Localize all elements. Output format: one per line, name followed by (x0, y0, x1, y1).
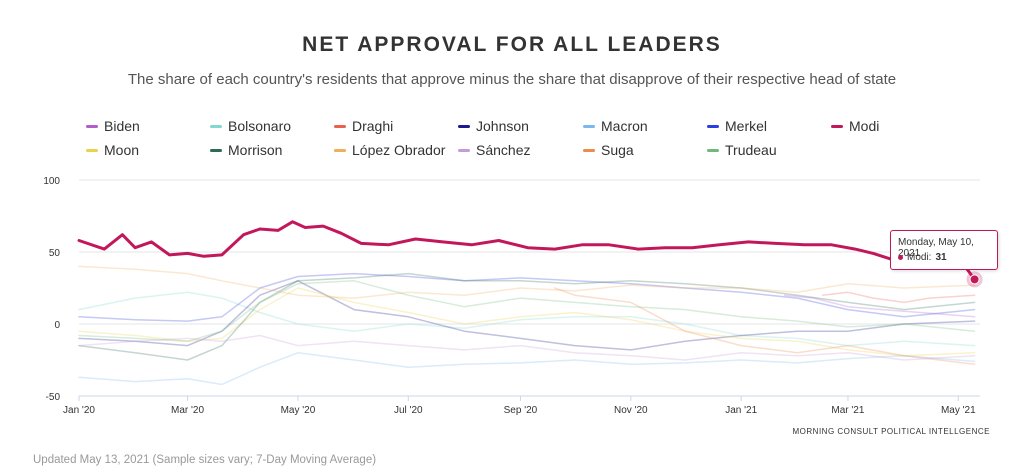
legend-label: López Obrador (352, 142, 446, 158)
legend-item-macron[interactable]: Macron (583, 118, 648, 134)
y-tick-label: 0 (54, 320, 60, 331)
x-tick-label: Jan '20 (63, 405, 95, 416)
update-note: Updated May 13, 2021 (Sample sizes vary;… (33, 454, 377, 466)
hover-point (969, 274, 980, 285)
x-tick-label: Mar '21 (831, 405, 864, 416)
series-line-draghi (821, 291, 976, 304)
legend-swatch (831, 124, 843, 128)
legend-label: Macron (601, 118, 648, 134)
legend-item-bolsonaro[interactable]: Bolsonaro (210, 118, 291, 134)
legend-swatch (334, 124, 346, 128)
x-tick-label: Sep '20 (504, 405, 538, 416)
legend-label: Modi (849, 118, 880, 134)
chart-subtitle: The share of each country's residents th… (127, 71, 897, 88)
legend-item-moon[interactable]: Moon (86, 142, 139, 158)
series-line-l-pez-obrador (78, 265, 976, 299)
legend-label: Biden (104, 118, 140, 134)
legend-item-merkel[interactable]: Merkel (707, 118, 767, 134)
tooltip-date: Monday, May 10, 2021 (898, 237, 974, 259)
tooltip-series-label: Modi: (907, 252, 932, 263)
legend-item-johnson[interactable]: Johnson (458, 118, 529, 134)
series-line-biden (783, 294, 976, 318)
legend-label: Sánchez (476, 142, 531, 158)
tooltip-series-dot (898, 255, 903, 260)
x-tick-label: Nov '20 (614, 405, 648, 416)
series-line-moon (78, 287, 976, 357)
legend-label: Trudeau (725, 142, 777, 158)
y-tick-label: 100 (43, 176, 60, 187)
legend-item-s-nchez[interactable]: Sánchez (458, 142, 530, 158)
series-line-merkel (78, 272, 976, 322)
chart-title: NET APPROVAL FOR ALL LEADERS (302, 33, 722, 56)
series-line-johnson (78, 280, 976, 351)
legend-swatch (210, 124, 222, 128)
series-line-morrison (78, 272, 976, 361)
series-line-modi (77, 220, 977, 281)
legend-swatch (707, 148, 719, 152)
legend-label: Merkel (725, 118, 768, 134)
legend-swatch (86, 124, 98, 128)
legend-item-l-pez-obrador[interactable]: López Obrador (334, 142, 445, 158)
tooltip-series-value: 31 (935, 252, 947, 263)
legend-swatch (86, 148, 98, 152)
x-tick-label: Jan '21 (725, 405, 757, 416)
legend-swatch (458, 148, 470, 152)
legend-swatch (583, 148, 595, 152)
legend-label: Draghi (352, 118, 394, 134)
legend-label: Johnson (476, 118, 529, 134)
y-tick-label: -50 (46, 392, 61, 403)
legend-swatch (583, 124, 595, 128)
series-line-bolsonaro (78, 291, 976, 347)
x-tick-label: Jul '20 (394, 405, 423, 416)
legend-swatch (334, 148, 346, 152)
x-tick-label: May '20 (281, 405, 316, 416)
legend-item-suga[interactable]: Suga (583, 142, 634, 158)
series-line-s-nchez (78, 334, 976, 361)
legend-label: Moon (104, 142, 140, 158)
y-tick-label: 50 (49, 248, 61, 259)
series-line-trudeau (78, 280, 976, 343)
legend-swatch (210, 148, 222, 152)
series-line-suga (554, 287, 976, 366)
series-line-macron (78, 352, 976, 386)
legend-item-draghi[interactable]: Draghi (334, 118, 393, 134)
legend-swatch (707, 124, 719, 128)
legend-label: Bolsonaro (228, 118, 292, 134)
legend-item-biden[interactable]: Biden (86, 118, 140, 134)
chart-tooltip: Monday, May 10, 2021 Modi: 31 (890, 230, 998, 270)
legend-item-trudeau[interactable]: Trudeau (707, 142, 777, 158)
legend-swatch (458, 124, 470, 128)
legend-item-morrison[interactable]: Morrison (210, 142, 282, 158)
chart-credit: MORNING CONSULT POLITICAL INTELLGENCE (792, 427, 990, 436)
x-tick-label: Mar '20 (171, 405, 204, 416)
x-tick-label: May '21 (941, 405, 976, 416)
tooltip-value-line: Modi: 31 (898, 252, 947, 263)
legend-label: Morrison (228, 142, 283, 158)
legend-item-modi[interactable]: Modi (831, 118, 879, 134)
legend-label: Suga (601, 142, 634, 158)
